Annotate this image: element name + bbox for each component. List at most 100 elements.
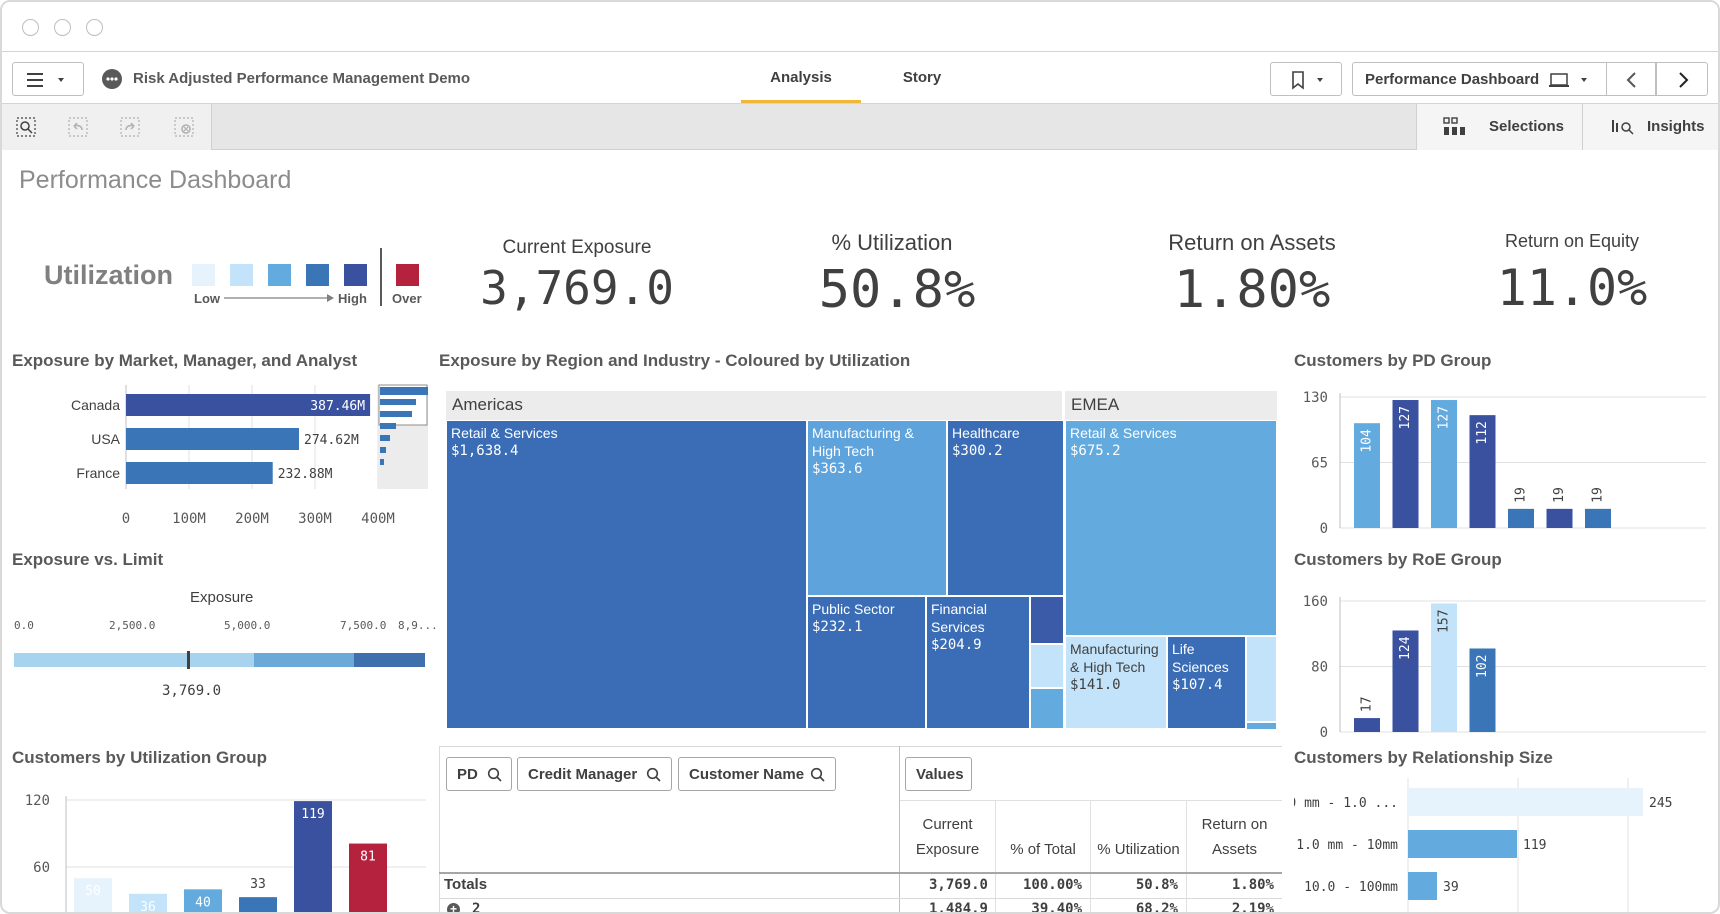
preview-bar[interactable] bbox=[380, 459, 384, 465]
bar[interactable] bbox=[1354, 423, 1380, 528]
category-label: Canada bbox=[71, 397, 120, 413]
filter-label: Customer Name bbox=[689, 766, 805, 783]
bar[interactable] bbox=[1408, 788, 1643, 816]
sheet-title: Performance Dashboard bbox=[19, 166, 292, 194]
treemap-cell-value: $300.2 bbox=[952, 443, 1003, 459]
insights-button[interactable]: Insights bbox=[1582, 104, 1718, 150]
minimize-window-icon[interactable] bbox=[54, 19, 71, 36]
step-back-icon[interactable] bbox=[68, 117, 88, 137]
table-cell: 39.40% bbox=[1031, 901, 1082, 914]
treemap-cell-americas-manufacturing[interactable]: Manufacturing & High Tech $363.6 bbox=[807, 420, 947, 596]
totals-value: 100.00% bbox=[1022, 877, 1082, 893]
column-header-return-on-assets[interactable]: Return on Assets bbox=[1201, 816, 1268, 858]
step-forward-icon[interactable] bbox=[120, 117, 140, 137]
bar[interactable] bbox=[294, 801, 332, 914]
util-group-chart[interactable]: 120 60 50 36 40 33 119 81 bbox=[2, 774, 432, 914]
previous-sheet-button[interactable] bbox=[1606, 62, 1656, 96]
treemap-cell-emea-retail[interactable]: Retail & Services $675.2 bbox=[1065, 420, 1277, 636]
bar[interactable] bbox=[1508, 508, 1534, 528]
global-menu-button[interactable] bbox=[12, 62, 84, 96]
treemap-cell-americas-public-sector[interactable]: Public Sector $232.1 bbox=[807, 596, 926, 729]
column-header-pct-total[interactable]: % of Total bbox=[1010, 841, 1076, 858]
sheet-selector-button[interactable]: Performance Dashboard bbox=[1352, 62, 1606, 96]
preview-bar[interactable] bbox=[380, 447, 386, 453]
bar[interactable] bbox=[1408, 872, 1437, 900]
treemap-cell-name: Healthcare bbox=[952, 425, 1020, 441]
bar[interactable] bbox=[1354, 718, 1380, 732]
kpi-label: Return on Assets bbox=[1168, 230, 1336, 255]
bar[interactable] bbox=[129, 893, 167, 914]
market-bar-chart[interactable]: 0 100M 200M 300M 400M Canada 387.46M USA 274.62M… bbox=[2, 377, 432, 537]
bar[interactable] bbox=[1469, 648, 1496, 732]
selections-button[interactable]: Selections bbox=[1416, 104, 1582, 150]
preview-bar[interactable] bbox=[380, 423, 396, 429]
clear-selections-icon[interactable] bbox=[174, 117, 194, 137]
bar[interactable] bbox=[1392, 400, 1419, 528]
y-tick-label: 0 bbox=[1320, 521, 1328, 537]
customer-name-filter-button[interactable]: Customer Name bbox=[678, 757, 836, 791]
bar-value-label: 157 bbox=[1437, 609, 1452, 632]
treemap-cell-name: Manufacturing & High Tech bbox=[1070, 641, 1159, 675]
pd-filter-button[interactable]: PD bbox=[446, 757, 512, 791]
treemap-cell-emea-life-sciences[interactable]: Life Sciences $107.4 bbox=[1167, 636, 1246, 729]
values-button[interactable]: Values bbox=[905, 757, 972, 791]
search-icon bbox=[646, 767, 661, 782]
search-icon bbox=[487, 767, 502, 782]
roe-group-chart[interactable]: 160 80 0 17 124 157 102 bbox=[1294, 577, 1714, 737]
bar[interactable] bbox=[1469, 415, 1496, 528]
bar[interactable] bbox=[126, 428, 300, 450]
close-window-icon[interactable] bbox=[22, 19, 39, 36]
bar[interactable] bbox=[126, 462, 273, 484]
rel-size-title: Customers by Relationship Size bbox=[1294, 748, 1553, 767]
treemap-cell-small[interactable] bbox=[1030, 688, 1064, 729]
bar[interactable] bbox=[1431, 603, 1457, 732]
pd-group-chart[interactable]: 130 65 0 104 127 127 112 19 19 19 bbox=[1294, 377, 1714, 537]
bar[interactable] bbox=[1408, 830, 1517, 858]
treemap-cell-small[interactable] bbox=[1030, 596, 1064, 644]
kpi-value: 1.80% bbox=[1173, 260, 1331, 320]
util-group-title: Customers by Utilization Group bbox=[12, 748, 268, 767]
treemap-region-americas[interactable]: Americas bbox=[446, 391, 1062, 420]
treemap-cell-americas-financial[interactable]: Financial Services $204.9 bbox=[926, 596, 1030, 729]
legend-swatch-4 bbox=[306, 264, 329, 286]
bar[interactable] bbox=[1431, 400, 1457, 528]
legend-over-label: Over bbox=[392, 291, 422, 306]
expand-row-icon[interactable]: + bbox=[447, 903, 460, 912]
bookmark-button[interactable] bbox=[1270, 62, 1342, 96]
bar[interactable] bbox=[239, 897, 277, 914]
treemap-cell-emea-manufacturing[interactable]: Manufacturing & High Tech $141.0 bbox=[1065, 636, 1167, 729]
bar[interactable] bbox=[1546, 508, 1573, 528]
bar[interactable] bbox=[74, 878, 112, 914]
bar-value-label: 17 bbox=[1360, 696, 1375, 712]
bar[interactable] bbox=[1585, 508, 1611, 528]
smart-search-icon[interactable] bbox=[16, 117, 36, 137]
preview-bar[interactable] bbox=[380, 387, 428, 395]
treemap-cell-americas-retail[interactable]: Retail & Services $1,638.4 bbox=[446, 420, 807, 729]
preview-bar[interactable] bbox=[380, 399, 416, 405]
legend-swatch-2 bbox=[230, 264, 253, 286]
treemap-cell-americas-healthcare[interactable]: Healthcare $300.2 bbox=[947, 420, 1064, 596]
credit-manager-filter-button[interactable]: Credit Manager bbox=[517, 757, 672, 791]
rel-size-chart[interactable]: 0.0 mm - 1.0 ... 245 1.0 mm - 10mm 119 10.0 … bbox=[1294, 772, 1714, 914]
column-header-pct-utilization[interactable]: % Utilization bbox=[1097, 841, 1180, 858]
market-chart-title: Exposure by Market, Manager, and Analyst bbox=[12, 351, 358, 370]
treemap-cell-small[interactable] bbox=[1030, 644, 1064, 688]
tab-story[interactable]: Story bbox=[902, 69, 942, 86]
app-navbar: Risk Adjusted Performance Management Dem… bbox=[2, 52, 1718, 104]
treemap-cell-small[interactable] bbox=[1246, 636, 1277, 722]
column-header-current-exposure[interactable]: Current Exposure bbox=[915, 816, 980, 858]
bar[interactable] bbox=[126, 394, 371, 416]
treemap-region-emea[interactable]: EMEA bbox=[1065, 391, 1277, 420]
bar[interactable] bbox=[184, 889, 222, 914]
bar[interactable] bbox=[349, 843, 387, 914]
treemap-cell-small[interactable] bbox=[1246, 722, 1277, 730]
tab-analysis[interactable]: Analysis bbox=[770, 69, 832, 86]
table-dimension-divider bbox=[899, 746, 900, 912]
bar-value-label: 19 bbox=[1552, 487, 1567, 503]
next-sheet-button[interactable] bbox=[1656, 62, 1708, 96]
bar[interactable] bbox=[1392, 630, 1419, 732]
maximize-window-icon[interactable] bbox=[86, 19, 103, 36]
preview-bar[interactable] bbox=[380, 411, 412, 417]
table-col-divider bbox=[995, 800, 996, 912]
preview-bar[interactable] bbox=[380, 435, 390, 441]
